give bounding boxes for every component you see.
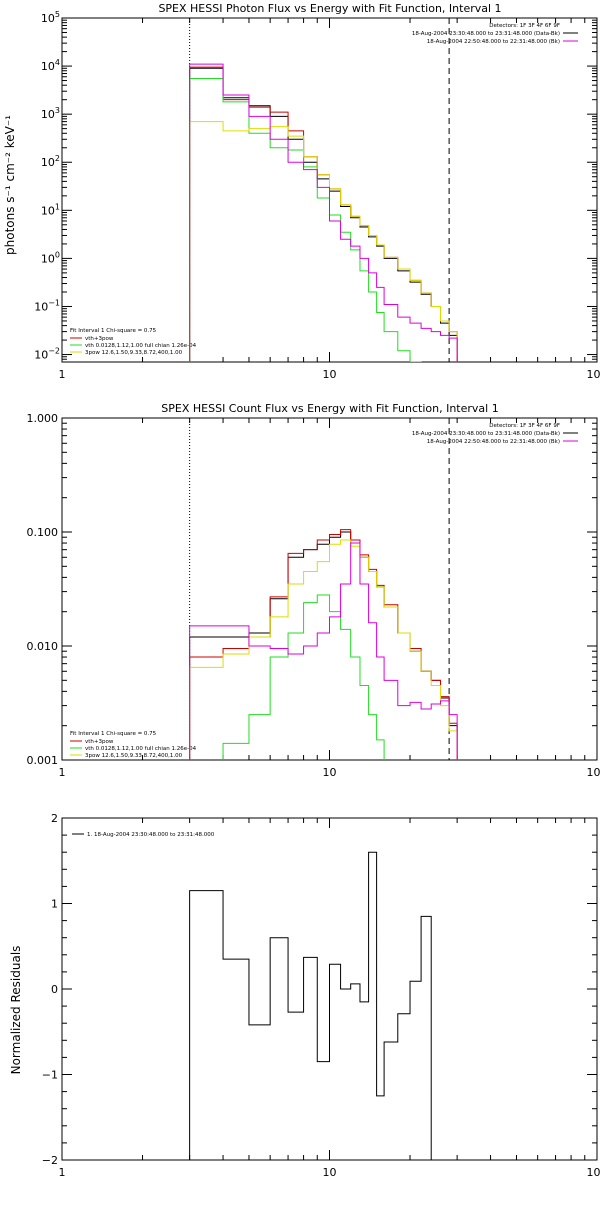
y-tick-label: 1.000 bbox=[27, 412, 59, 425]
series-line-4 bbox=[190, 543, 458, 794]
series-line-1 bbox=[190, 530, 458, 795]
x-tick-label: 100 bbox=[587, 1166, 600, 1179]
y-tick-label: 100 bbox=[41, 250, 60, 265]
y-tick-label: 10−2 bbox=[34, 347, 60, 362]
fit-legend-entry: 3pow 12.6,1.50,9.33,8.72,400,1.00 bbox=[85, 753, 183, 759]
series-line-2 bbox=[190, 79, 421, 377]
y-tick-label: 1 bbox=[51, 898, 58, 911]
series-line-0 bbox=[190, 852, 432, 1160]
y-tick-label: 101 bbox=[41, 202, 60, 217]
legend-entry-data: 18-Aug-2004 23:30:48.000 to 23:31:48.000… bbox=[412, 31, 560, 37]
y-tick-label: 104 bbox=[41, 58, 60, 73]
fit-legend-entry: vth+3pow bbox=[85, 739, 114, 745]
legend-entry-bk: 18-Aug-2004 22:50:48.000 to 22:31:48.000… bbox=[427, 439, 560, 445]
x-tick-label: 10 bbox=[323, 1166, 337, 1179]
series-line-0 bbox=[190, 68, 458, 376]
y-tick-label: 10−1 bbox=[34, 298, 60, 313]
x-tick-label: 1 bbox=[59, 368, 66, 381]
y-tick-label: 0.010 bbox=[27, 640, 59, 653]
y-axis-label: photons s⁻¹ cm⁻² keV⁻¹ bbox=[3, 115, 17, 255]
series-line-2 bbox=[190, 595, 398, 794]
series-line-3 bbox=[190, 122, 458, 377]
series-line-4 bbox=[190, 64, 458, 376]
x-tick-label: 10 bbox=[323, 766, 337, 779]
plot-area bbox=[190, 530, 458, 795]
detectors-label: Detectors: 1F 3F 4F 6F 9F bbox=[489, 423, 560, 429]
fit-legend-entry: vth 0.0128,1.12,1.00 full chian 1.26e-04 bbox=[85, 343, 197, 349]
detectors-label: Detectors: 1F 3F 4F 6F 9F bbox=[489, 23, 560, 29]
x-tick-label: 10 bbox=[323, 368, 337, 381]
x-tick-label: 100 bbox=[587, 766, 600, 779]
fit-legend-title: Fit Interval 1 Chi-square = 0.75 bbox=[70, 328, 157, 334]
series-line-1 bbox=[190, 67, 458, 376]
residuals-panel: Normalized Residuals 1. 18-Aug-2004 23:3… bbox=[9, 812, 600, 1179]
y-tick-label: 105 bbox=[41, 10, 60, 25]
x-tick-label: 1 bbox=[59, 766, 66, 779]
y-tick-label: 0 bbox=[51, 983, 58, 996]
photon-flux-panel: SPEX HESSI Photon Flux vs Energy with Fi… bbox=[3, 2, 600, 381]
plot-area bbox=[190, 852, 432, 1160]
chart-title: SPEX HESSI Count Flux vs Energy with Fit… bbox=[161, 402, 498, 415]
y-tick-label: 2 bbox=[51, 812, 58, 825]
series-line-0 bbox=[190, 532, 458, 794]
fit-legend-entry: 3pow 12.6,1.50,9.33,8.72,400,1.00 bbox=[85, 350, 183, 356]
legend-entry-bk: 18-Aug-2004 22:50:48.000 to 22:31:48.000… bbox=[427, 39, 560, 45]
series-line-3 bbox=[190, 540, 458, 794]
plot-area bbox=[190, 64, 458, 376]
legend-entry-data: 18-Aug-2004 23:30:48.000 to 23:31:48.000… bbox=[412, 431, 560, 437]
y-tick-label: 103 bbox=[41, 106, 60, 121]
fit-legend-entry: vth 0.0128,1.12,1.00 full chian 1.26e-04 bbox=[85, 746, 197, 752]
fit-legend-title: Fit Interval 1 Chi-square = 0.75 bbox=[70, 731, 157, 737]
y-tick-label: −2 bbox=[42, 1154, 58, 1167]
y-tick-label: −1 bbox=[42, 1069, 58, 1082]
y-tick-label: 102 bbox=[41, 154, 60, 169]
legend-entry: 1. 18-Aug-2004 23:30:48.000 to 23:31:48.… bbox=[87, 832, 215, 838]
y-axis-label: Normalized Residuals bbox=[9, 946, 23, 1075]
x-tick-label: 1 bbox=[59, 1166, 66, 1179]
plot-frame bbox=[62, 418, 597, 760]
fit-legend-entry: vth+3pow bbox=[85, 336, 114, 342]
chart-title: SPEX HESSI Photon Flux vs Energy with Fi… bbox=[158, 2, 501, 15]
x-tick-label: 100 bbox=[587, 368, 600, 381]
y-tick-label: 0.100 bbox=[27, 526, 59, 539]
y-tick-label: 0.001 bbox=[27, 754, 59, 767]
count-flux-panel: SPEX HESSI Count Flux vs Energy with Fit… bbox=[27, 402, 600, 794]
